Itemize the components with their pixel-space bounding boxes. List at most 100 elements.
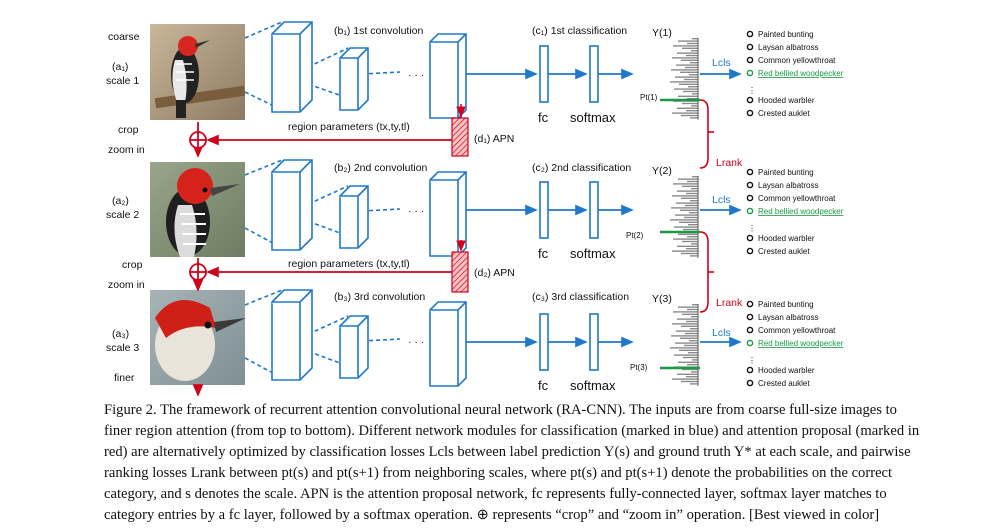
conv-label-3: (b₃) 3rd convolution bbox=[334, 291, 425, 303]
histogram-bar bbox=[687, 236, 698, 238]
histogram-bar bbox=[681, 59, 698, 61]
histogram-bar bbox=[677, 107, 698, 109]
histogram-bar bbox=[676, 330, 698, 332]
bird-image-scale1 bbox=[150, 24, 246, 120]
histogram-bar bbox=[679, 221, 698, 223]
category-ellipsis: ⋮ bbox=[748, 86, 756, 95]
category-ellipsis: ⋮ bbox=[748, 224, 756, 233]
caption-line-2: finer region attention (from top to bott… bbox=[104, 423, 920, 439]
histogram-bar bbox=[670, 219, 698, 221]
crop-zoom-op-1 bbox=[189, 131, 207, 149]
histogram-bar bbox=[688, 224, 698, 226]
cls-label-3: (c₃) 3rd classification bbox=[532, 291, 629, 303]
histogram-bar bbox=[691, 243, 698, 245]
prediction-histogram-2 bbox=[670, 176, 699, 258]
category-bullet bbox=[746, 181, 754, 189]
category-bullet bbox=[746, 234, 754, 242]
blue-arrows bbox=[466, 68, 742, 348]
category-bullet bbox=[746, 247, 754, 255]
histogram-bar bbox=[691, 371, 698, 373]
lcls-label-1: Lcls bbox=[712, 57, 731, 69]
prediction-histogram-3 bbox=[670, 304, 699, 386]
category-item: Hooded warbler bbox=[758, 234, 815, 243]
histogram-bar bbox=[678, 95, 698, 97]
histogram-bar bbox=[678, 178, 698, 180]
fc-label-2: fc bbox=[538, 246, 549, 261]
category-list-3: Painted bunting Laysan albatross Common ye… bbox=[746, 300, 844, 388]
scale3-label: scale 3 bbox=[106, 342, 139, 354]
caption-line-1: Figure 2. The framework of recurrent att… bbox=[104, 402, 897, 418]
histogram-bar bbox=[686, 248, 698, 250]
histogram-bar bbox=[690, 255, 698, 257]
category-item: Laysan albatross bbox=[758, 43, 818, 52]
bird-image-scale3 bbox=[150, 290, 246, 385]
histogram-bar bbox=[683, 356, 698, 359]
histogram-bar bbox=[688, 86, 698, 88]
histogram-bar bbox=[675, 214, 698, 216]
category-bullet bbox=[746, 313, 754, 321]
histogram-bar bbox=[691, 316, 698, 318]
apn-label-2: (d₂) APN bbox=[474, 267, 515, 279]
histogram-bar bbox=[674, 88, 698, 90]
histogram-bar bbox=[672, 112, 698, 114]
category-item: Hooded warbler bbox=[758, 366, 815, 375]
softmax-label-1: softmax bbox=[570, 110, 616, 125]
category-ellipsis: ⋮ bbox=[748, 356, 756, 365]
histogram-bar bbox=[672, 323, 698, 325]
histogram-bar bbox=[671, 207, 698, 209]
fc-label-3: fc bbox=[538, 378, 549, 393]
histogram-bar bbox=[685, 204, 698, 207]
ellipsis-3: · · · bbox=[408, 336, 424, 348]
histogram-bar bbox=[689, 74, 698, 76]
histogram-bar bbox=[681, 325, 698, 327]
histogram-bar bbox=[670, 81, 698, 83]
zoom1-label: zoom in bbox=[108, 144, 145, 156]
histogram-bar bbox=[692, 359, 698, 361]
histogram-bar bbox=[678, 233, 698, 235]
category-bullet bbox=[746, 366, 754, 374]
histogram-bar bbox=[690, 383, 698, 385]
histogram-bar bbox=[692, 93, 698, 95]
histogram-bar bbox=[687, 98, 698, 100]
histogram-bar bbox=[682, 368, 698, 371]
conv-label-2: (b₂) 2nd convolution bbox=[334, 162, 428, 174]
histogram-bar bbox=[683, 228, 698, 231]
caption-line-6: category entries by a fc layer, followed… bbox=[104, 507, 880, 523]
scale1-id-label: (a₁) bbox=[112, 61, 128, 73]
category-item: Laysan albatross bbox=[758, 313, 818, 322]
histogram-bar bbox=[686, 110, 698, 112]
histogram-bar bbox=[676, 202, 698, 204]
cls-label-2: (c₂) 2nd classification bbox=[532, 162, 631, 174]
histogram-bar bbox=[675, 342, 698, 344]
fc-label-1: fc bbox=[538, 110, 549, 125]
category-bullet bbox=[746, 339, 754, 347]
projection-dashes bbox=[244, 21, 401, 379]
caption-line-4: ranking losses Lrank between pt(s) and p… bbox=[104, 465, 893, 481]
region-params-2: region parameters (tx,ty,tl) bbox=[288, 258, 410, 270]
p-label-1: Pt(1) bbox=[640, 93, 658, 102]
histogram-bar bbox=[682, 102, 698, 105]
histogram-bar bbox=[684, 78, 698, 81]
category-bullet bbox=[746, 194, 754, 202]
histogram-bar bbox=[681, 252, 698, 255]
histogram-bar bbox=[673, 238, 698, 240]
p-label-3: Pt(3) bbox=[630, 363, 648, 372]
histogram-bar bbox=[680, 71, 698, 73]
ellipsis-2: · · · bbox=[408, 205, 424, 217]
histogram-bar bbox=[677, 318, 698, 320]
category-item: Painted bunting bbox=[758, 30, 814, 39]
histogram-bar bbox=[690, 200, 698, 202]
histogram-bar bbox=[687, 308, 698, 311]
lrank-label-2: Lrank bbox=[716, 297, 743, 309]
histogram-bar bbox=[692, 176, 698, 178]
figure-caption: Figure 2. The framework of recurrent att… bbox=[104, 400, 936, 526]
lcls-label-2: Lcls bbox=[712, 194, 731, 206]
histogram-bar bbox=[687, 180, 698, 183]
conv-label-1: (b₁) 1st convolution bbox=[334, 25, 423, 37]
category-item: Crested auklet bbox=[758, 379, 810, 388]
bird-image-scale2 bbox=[150, 162, 245, 257]
histogram-bar bbox=[692, 38, 698, 40]
category-bullet bbox=[746, 168, 754, 176]
histogram-bar bbox=[677, 190, 698, 192]
cls-label-1: (c₁) 1st classification bbox=[532, 25, 627, 37]
